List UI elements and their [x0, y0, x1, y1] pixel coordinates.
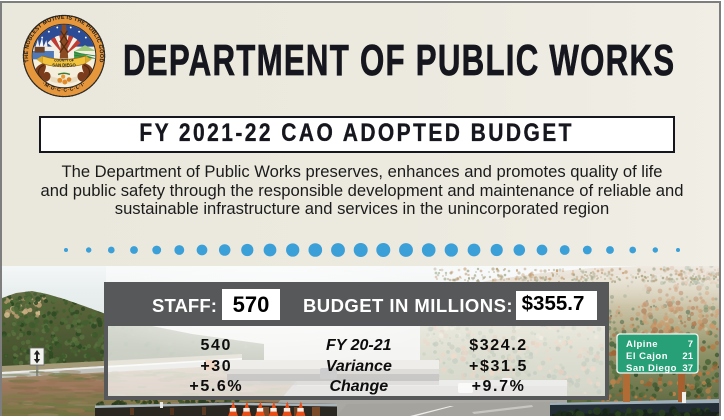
- svg-text:SAN DIEGO: SAN DIEGO: [52, 63, 76, 68]
- svg-text:COUNTY OF: COUNTY OF: [54, 59, 74, 63]
- svg-text:El Cajon: El Cajon: [626, 351, 668, 362]
- svg-text:21: 21: [682, 351, 693, 362]
- svg-text:Alpine: Alpine: [626, 339, 658, 350]
- svg-text:37: 37: [682, 363, 693, 374]
- svg-text:San Diego: San Diego: [626, 363, 677, 374]
- svg-text:7: 7: [688, 339, 693, 350]
